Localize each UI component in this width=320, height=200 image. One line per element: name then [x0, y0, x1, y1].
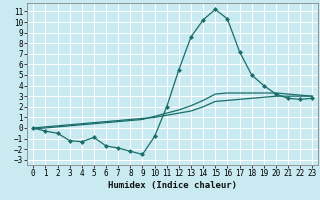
X-axis label: Humidex (Indice chaleur): Humidex (Indice chaleur): [108, 181, 237, 190]
